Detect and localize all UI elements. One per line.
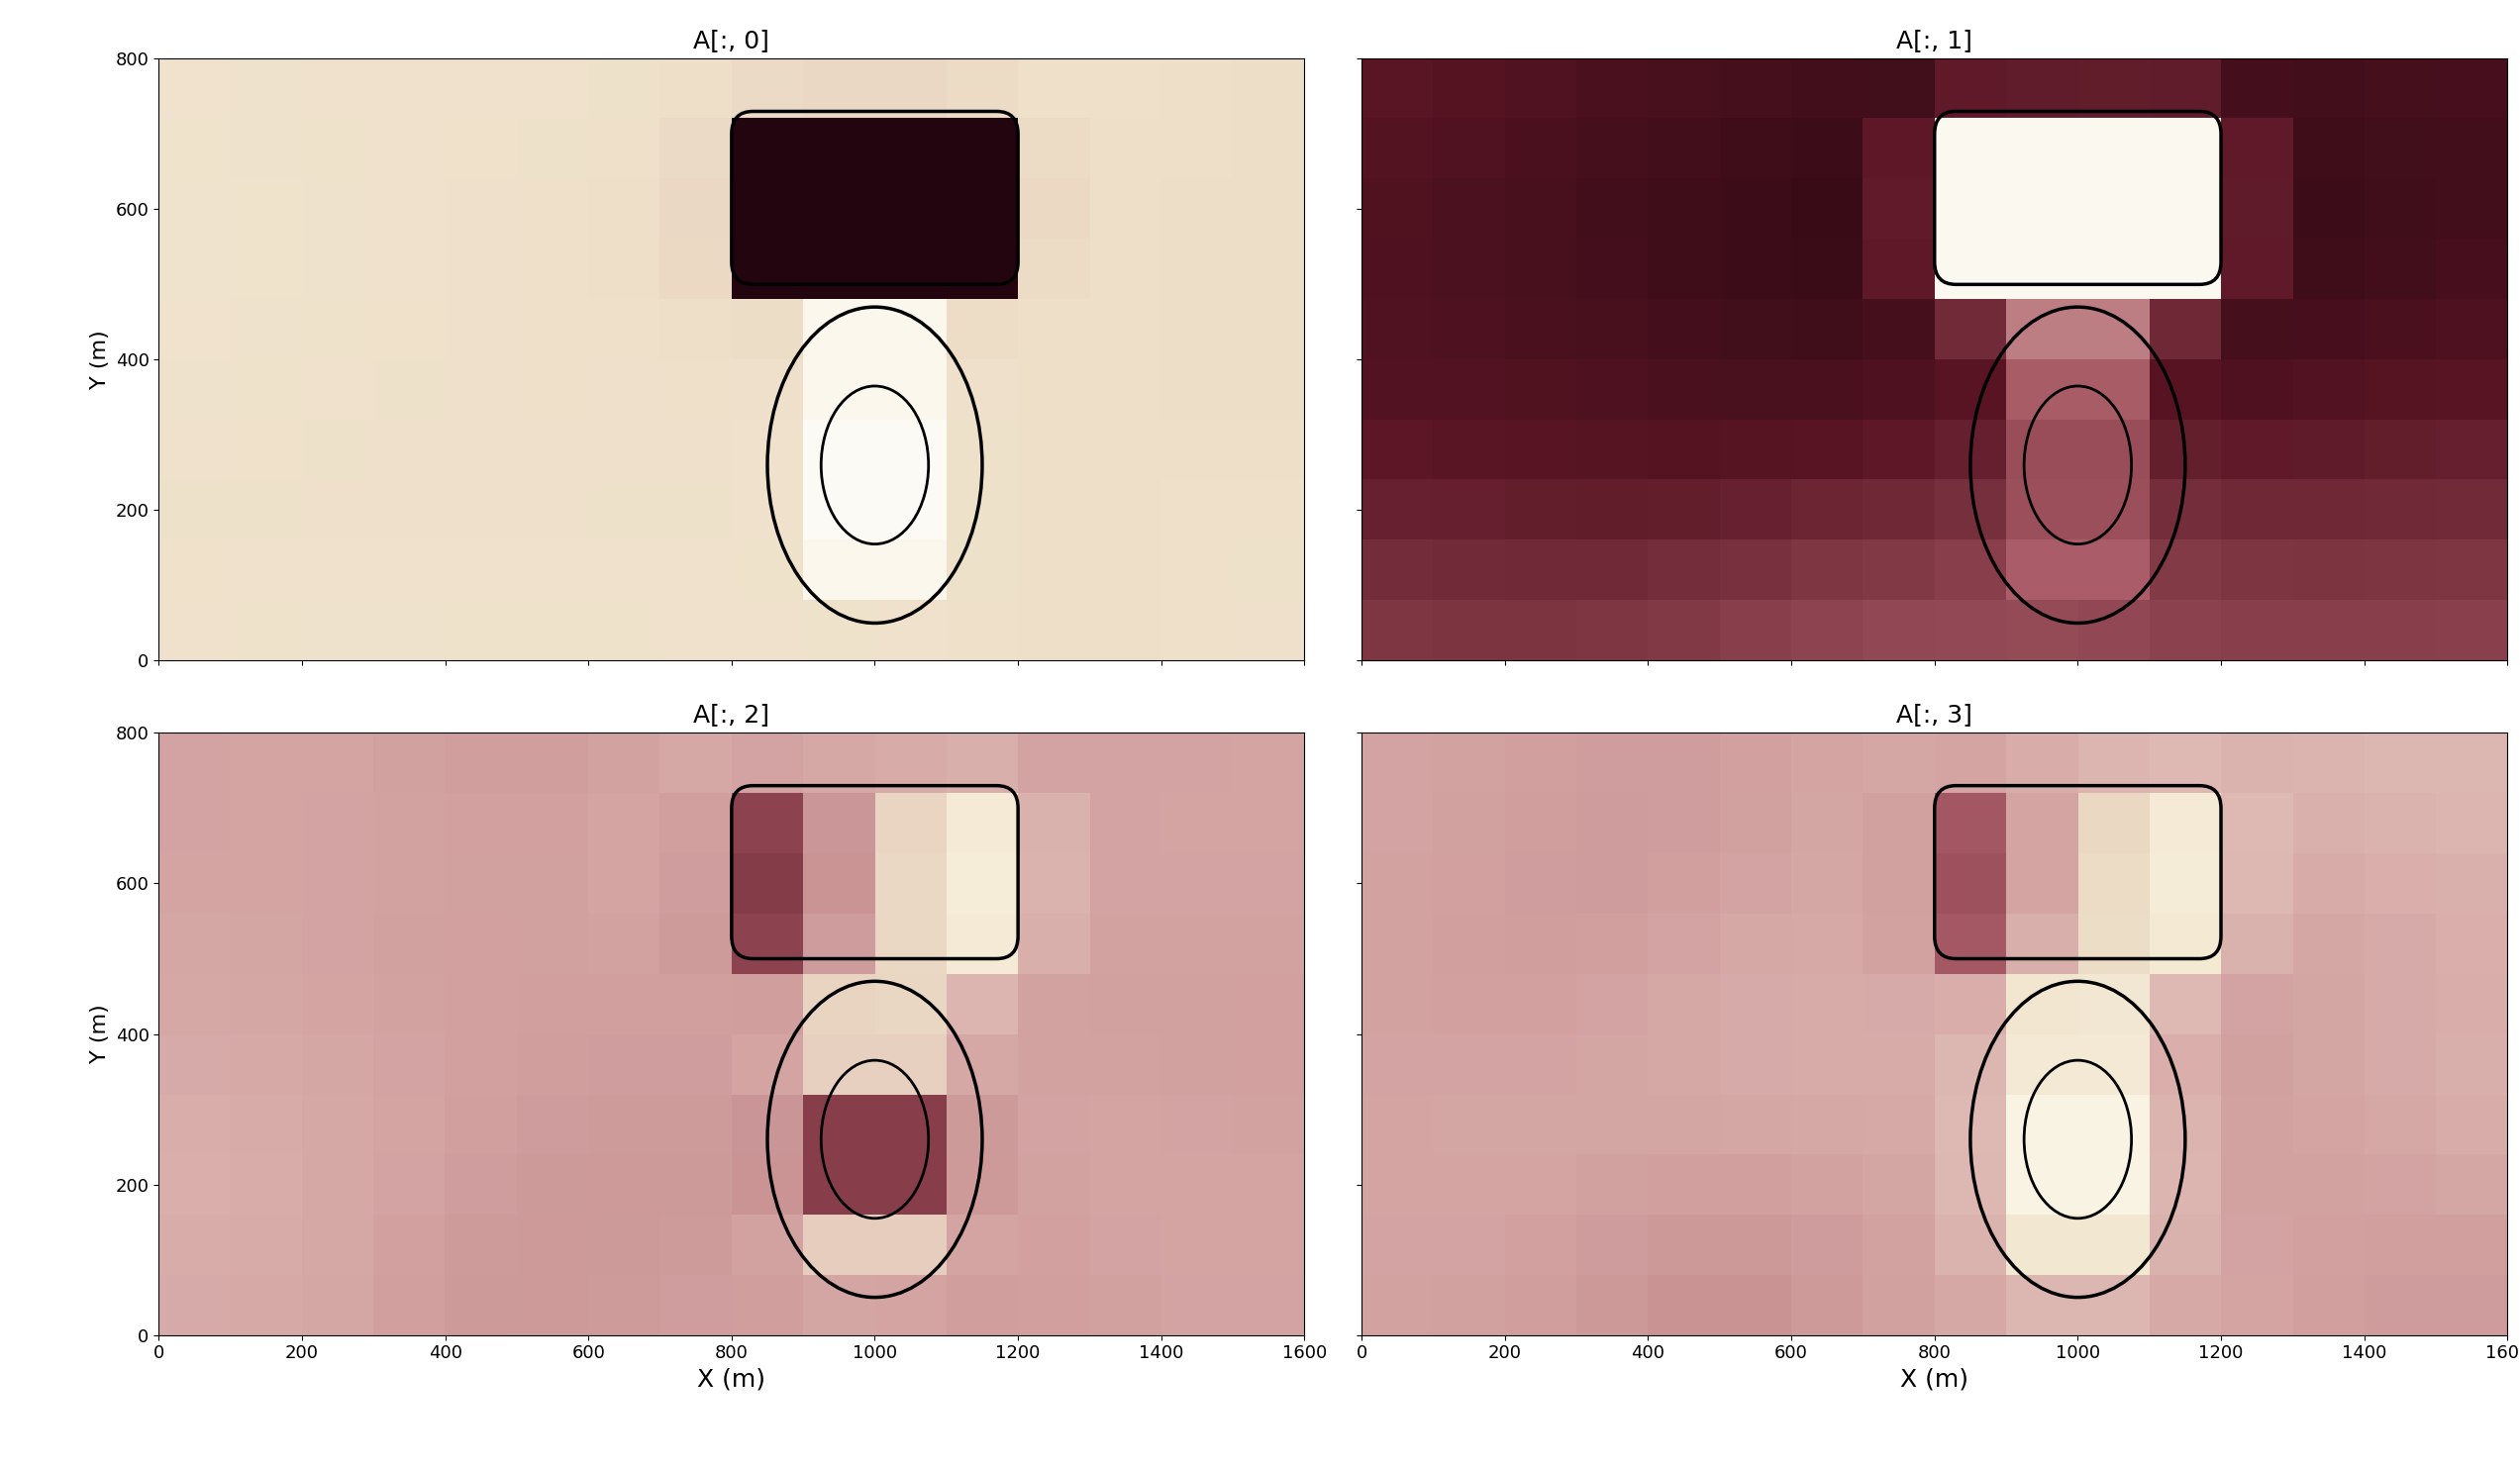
Title: A[:, 0]: A[:, 0] <box>693 29 769 53</box>
Y-axis label: Y (m): Y (m) <box>91 330 111 389</box>
Y-axis label: Y (m): Y (m) <box>91 1005 111 1064</box>
X-axis label: X (m): X (m) <box>698 1367 766 1392</box>
Title: A[:, 3]: A[:, 3] <box>1898 703 1973 726</box>
Title: A[:, 2]: A[:, 2] <box>693 703 769 726</box>
Title: A[:, 1]: A[:, 1] <box>1898 29 1973 53</box>
X-axis label: X (m): X (m) <box>1900 1367 1968 1392</box>
